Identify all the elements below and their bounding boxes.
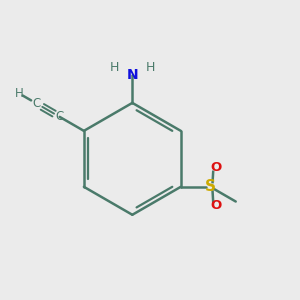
Text: H: H (145, 61, 155, 74)
Text: H: H (14, 87, 23, 100)
Text: C: C (56, 110, 64, 123)
Text: O: O (210, 200, 221, 212)
Text: S: S (205, 179, 216, 194)
Text: H: H (110, 61, 119, 74)
Text: C: C (33, 97, 41, 110)
Text: N: N (127, 68, 138, 82)
Text: O: O (210, 161, 221, 174)
